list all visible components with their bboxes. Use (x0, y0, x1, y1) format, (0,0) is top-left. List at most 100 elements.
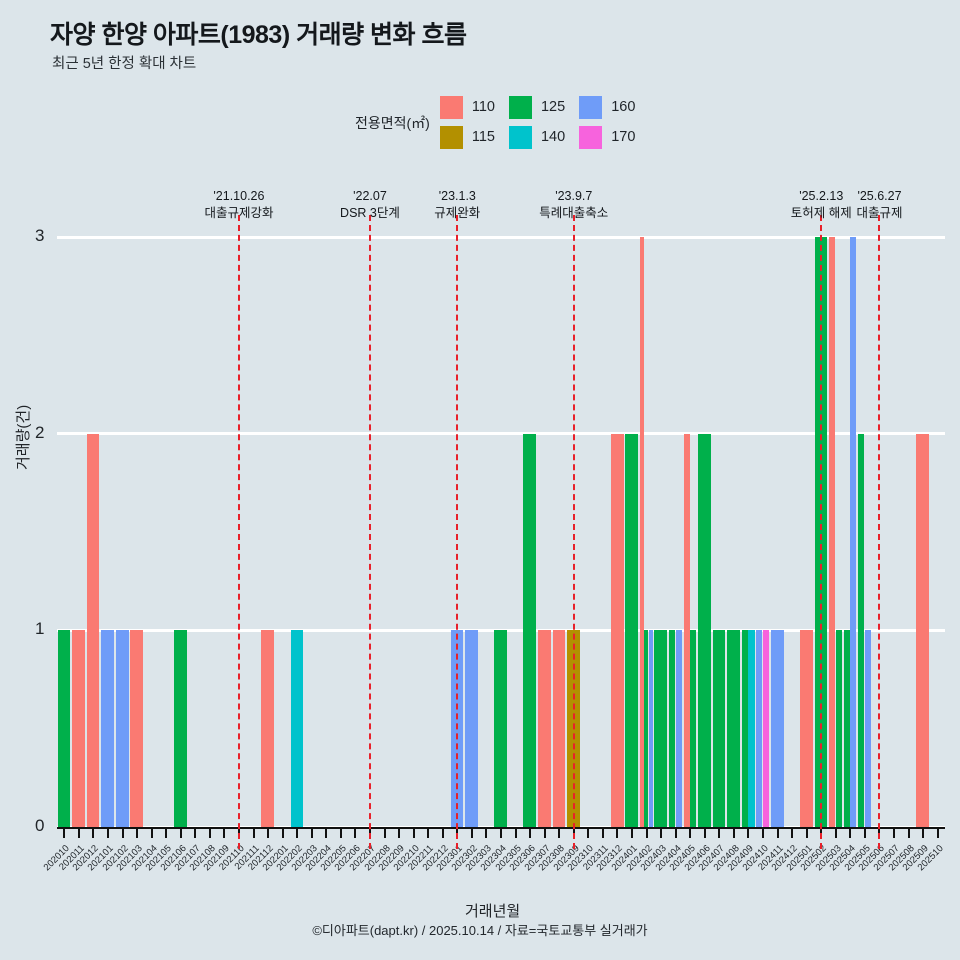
bar-202112-110[interactable] (261, 630, 275, 827)
bar-202010-125[interactable] (57, 630, 71, 827)
event-line-202207 (368, 215, 371, 849)
x-tick-mark (863, 829, 866, 838)
event-line-202110 (237, 215, 240, 849)
x-axis-label: 거래년월 (465, 903, 521, 920)
bar-202304-125[interactable] (494, 630, 508, 827)
bar-202402-125[interactable] (644, 630, 649, 827)
bar-202407-125[interactable] (712, 630, 726, 827)
bar-202402-160[interactable] (648, 630, 653, 827)
bar-202406-125[interactable] (698, 433, 711, 827)
bar-202503-110[interactable] (829, 237, 836, 827)
bar-202202-140[interactable] (290, 630, 304, 827)
legend-item-label: 160 (611, 99, 636, 115)
bar-202504-125[interactable] (843, 630, 850, 827)
x-tick-mark (310, 829, 313, 838)
bar-202505-125[interactable] (858, 433, 865, 827)
legend: 전용면적(㎡) 110 115 125 140 160 170 (355, 93, 649, 153)
x-tick-mark (136, 829, 139, 838)
legend-column: 110 115 (439, 93, 495, 153)
legend-swatch-icon (439, 125, 463, 149)
x-tick-mark (645, 829, 648, 838)
event-label-202301: '23.1.3 규제완화 (377, 188, 537, 222)
bar-202106-125[interactable] (174, 630, 187, 827)
x-tick-mark (296, 829, 299, 838)
legend-item-170[interactable]: 170 (579, 123, 635, 151)
event-date: '23.9.7 (555, 189, 593, 203)
bar-202307-110[interactable] (537, 630, 551, 827)
legend-item-160[interactable]: 160 (579, 93, 635, 121)
bar-202409-125[interactable] (741, 630, 748, 827)
x-axis-line (57, 827, 945, 829)
bar-202503-125[interactable] (835, 630, 842, 827)
plot-area (57, 235, 945, 829)
bar-202312-110[interactable] (610, 433, 624, 827)
page-subtitle: 최근 5년 한정 확대 차트 (52, 56, 197, 72)
x-tick-mark (339, 829, 342, 838)
x-tick-mark (689, 829, 692, 838)
x-tick-mark (922, 829, 925, 838)
y-tick-label: 0 (35, 816, 45, 835)
x-tick-mark (936, 829, 939, 838)
bar-202308-110[interactable] (552, 630, 566, 827)
x-tick-mark (791, 829, 794, 838)
legend-items: 110 115 125 140 160 170 (439, 93, 650, 153)
x-tick-mark (77, 829, 80, 838)
x-tick-mark (601, 829, 604, 838)
x-tick-mark (121, 829, 124, 838)
bar-202404-125[interactable] (668, 630, 676, 827)
event-date: '22.07 (353, 189, 387, 203)
event-line-202309 (572, 215, 575, 849)
bar-202101-160[interactable] (101, 630, 115, 827)
event-date: '25.6.27 (857, 189, 902, 203)
bar-202403-125[interactable] (654, 630, 668, 827)
bar-202411-160[interactable] (770, 630, 784, 827)
legend-item-110[interactable]: 110 (439, 93, 495, 121)
event-name: 대출규제 (856, 206, 903, 220)
bar-202405-110[interactable] (683, 433, 690, 827)
bar-202012-110[interactable] (86, 433, 100, 827)
bar-202409-140[interactable] (748, 630, 755, 827)
y-axis-label: 거래량(건) (15, 404, 32, 470)
event-label-202502: '25.2.13 토허제 해제 (741, 188, 901, 222)
legend-item-140[interactable]: 140 (508, 123, 566, 151)
x-tick-mark (485, 829, 488, 838)
bar-202410-170[interactable] (763, 630, 770, 827)
gridline-y-2 (57, 432, 945, 436)
bar-202504-160[interactable] (850, 237, 857, 827)
legend-item-125[interactable]: 125 (508, 93, 565, 121)
x-tick-mark (281, 829, 284, 838)
x-tick-mark (208, 829, 211, 838)
bar-202509-110[interactable] (916, 433, 930, 827)
event-label-202309: '23.9.7 특례대출축소 (494, 188, 654, 222)
legend-swatch-icon (579, 125, 603, 149)
x-tick-mark (558, 829, 561, 838)
event-name: 대출규제강화 (204, 206, 274, 220)
x-tick-mark (703, 829, 706, 838)
bar-202401-125[interactable] (625, 433, 639, 827)
event-name: 토허제 해제 (790, 206, 852, 220)
legend-column: 125 140 (508, 93, 566, 153)
bar-202011-110[interactable] (72, 630, 85, 827)
bar-202408-125[interactable] (727, 630, 740, 827)
bar-202402-110[interactable] (639, 237, 644, 827)
bar-202410-160[interactable] (756, 630, 763, 827)
bar-202405-125[interactable] (690, 630, 697, 827)
y-tick-label: 2 (35, 422, 45, 442)
bar-202505-160[interactable] (864, 630, 872, 827)
legend-swatch-icon (508, 125, 532, 149)
x-tick-mark (252, 829, 255, 838)
legend-item-115[interactable]: 115 (439, 123, 495, 151)
gridline-y-3 (57, 235, 945, 239)
x-tick-mark (747, 829, 750, 838)
bar-202404-160[interactable] (675, 630, 682, 827)
x-tick-mark (427, 829, 430, 838)
bar-202103-110[interactable] (130, 630, 144, 827)
event-date: '25.2.13 (799, 189, 844, 203)
x-tick-mark (63, 829, 66, 838)
bar-202302-160[interactable] (465, 630, 478, 827)
bar-202102-160[interactable] (115, 630, 129, 827)
legend-swatch-icon (439, 95, 463, 119)
bar-202501-110[interactable] (800, 630, 813, 827)
legend-item-label: 140 (540, 129, 566, 145)
bar-202306-125[interactable] (523, 433, 537, 827)
